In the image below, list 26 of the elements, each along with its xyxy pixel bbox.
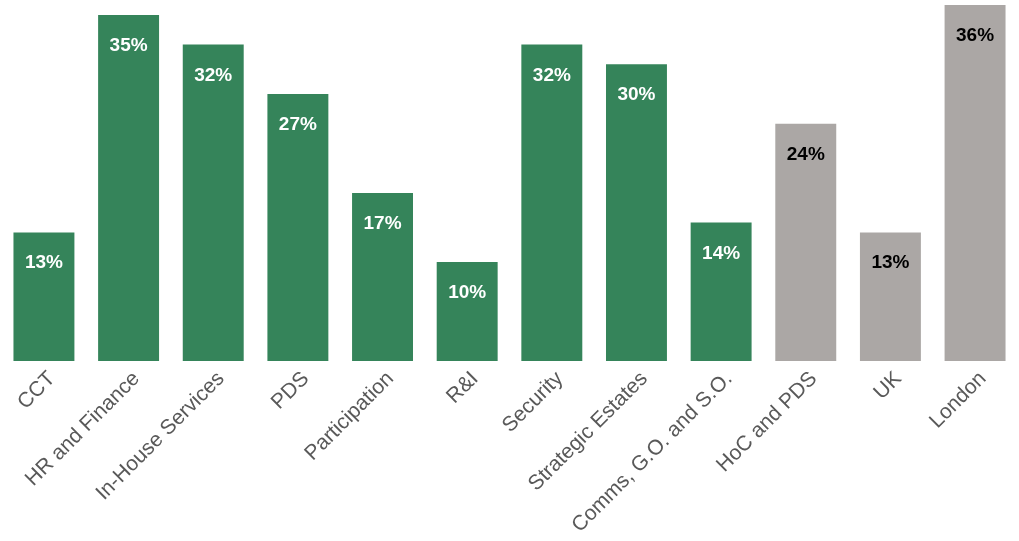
data-label: 14% <box>702 241 741 263</box>
data-label: 32% <box>194 63 233 85</box>
data-label: 30% <box>617 83 656 105</box>
bar <box>436 262 498 361</box>
bar <box>944 5 1006 361</box>
data-label: 10% <box>448 281 487 303</box>
data-label: 13% <box>871 251 910 273</box>
bar <box>267 94 329 361</box>
data-label: 36% <box>956 24 995 45</box>
data-label: 35% <box>109 33 148 55</box>
data-label: 24% <box>786 142 825 164</box>
bar <box>98 14 160 361</box>
x-tick-label: UK <box>868 366 906 403</box>
bar <box>13 232 75 361</box>
data-label: 17% <box>363 211 402 233</box>
bar <box>182 44 244 361</box>
bar <box>690 222 752 361</box>
data-label: 27% <box>278 113 317 134</box>
bar <box>859 232 921 361</box>
data-label: 32% <box>532 63 571 85</box>
x-tick-label: R&I <box>441 366 483 408</box>
bar <box>521 44 583 361</box>
data-label: 13% <box>24 251 64 273</box>
bar <box>606 64 667 361</box>
bar <box>352 192 413 361</box>
bar <box>775 123 837 361</box>
